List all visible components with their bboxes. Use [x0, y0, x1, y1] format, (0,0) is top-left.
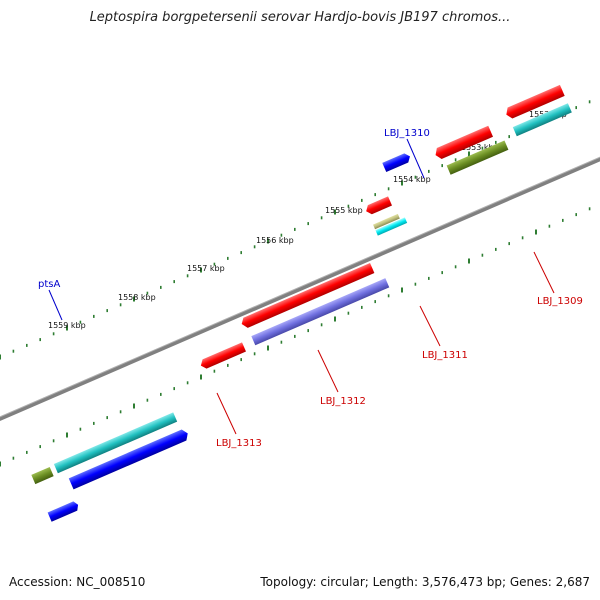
label-lbj1310[interactable]: LBJ_1310	[384, 128, 430, 139]
gene-lbj1310-reverse[interactable]	[382, 152, 412, 173]
genome-backbone-highlight	[0, 156, 600, 418]
gene-lbj1312-purple[interactable]	[251, 278, 390, 346]
leader-ptsA	[48, 289, 63, 321]
label-lbj1309[interactable]: LBJ_1309	[537, 296, 583, 307]
scale-label-1558: 1558 kbp	[118, 293, 156, 302]
leader-lbj1313	[216, 392, 237, 435]
scale-label-1559: 1559 kbp	[48, 321, 86, 330]
scale-label-1553: 1553 kbp	[461, 143, 499, 152]
label-ptsA[interactable]: ptsA	[38, 279, 60, 290]
scale-label-1556: 1556 kbp	[256, 236, 294, 245]
scale-label-1554: 1554 kbp	[393, 175, 431, 184]
gene-lbj1309-forward[interactable]	[433, 125, 494, 161]
leader-lbj1310	[406, 138, 425, 179]
accession-text: Accession: NC_008510	[9, 575, 146, 589]
gene-lbj1312-forward[interactable]	[240, 262, 375, 329]
map-title: Leptospira borgpetersenii serovar Hardjo…	[89, 10, 511, 25]
scale-label-1557: 1557 kbp	[187, 264, 225, 273]
leader-lbj1311	[419, 305, 441, 347]
label-lbj1312[interactable]: LBJ_1312	[320, 396, 366, 407]
gene-left-olive[interactable]	[31, 466, 54, 485]
gene-ptsA-blue[interactable]	[68, 428, 190, 490]
label-lbj1311[interactable]: LBJ_1311	[422, 350, 468, 361]
scale-label-1555: 1555 kbp	[325, 206, 363, 215]
label-lbj1313[interactable]: LBJ_1313	[216, 438, 262, 449]
gene-ptsA-teal[interactable]	[53, 412, 178, 474]
genome-backbone	[0, 156, 600, 422]
leader-lbj1309	[533, 251, 555, 294]
reverse-scale-ticks	[0, 207, 591, 467]
gene-lbj1311-khaki[interactable]	[373, 213, 400, 230]
gene-lbj1313-forward[interactable]	[199, 342, 246, 370]
genome-summary-text: Topology: circular; Length: 3,576,473 bp…	[260, 575, 590, 589]
leader-lbj1312	[317, 349, 339, 393]
gene-teal-right[interactable]	[512, 103, 572, 137]
gene-lbj1311-cyan[interactable]	[375, 217, 408, 236]
gene-lbj1311-forward[interactable]	[364, 196, 393, 216]
gene-left-blue[interactable]	[47, 500, 80, 522]
gene-lbj1309-olive[interactable]	[446, 140, 509, 175]
gene-forward-right-edge[interactable]	[504, 84, 565, 120]
